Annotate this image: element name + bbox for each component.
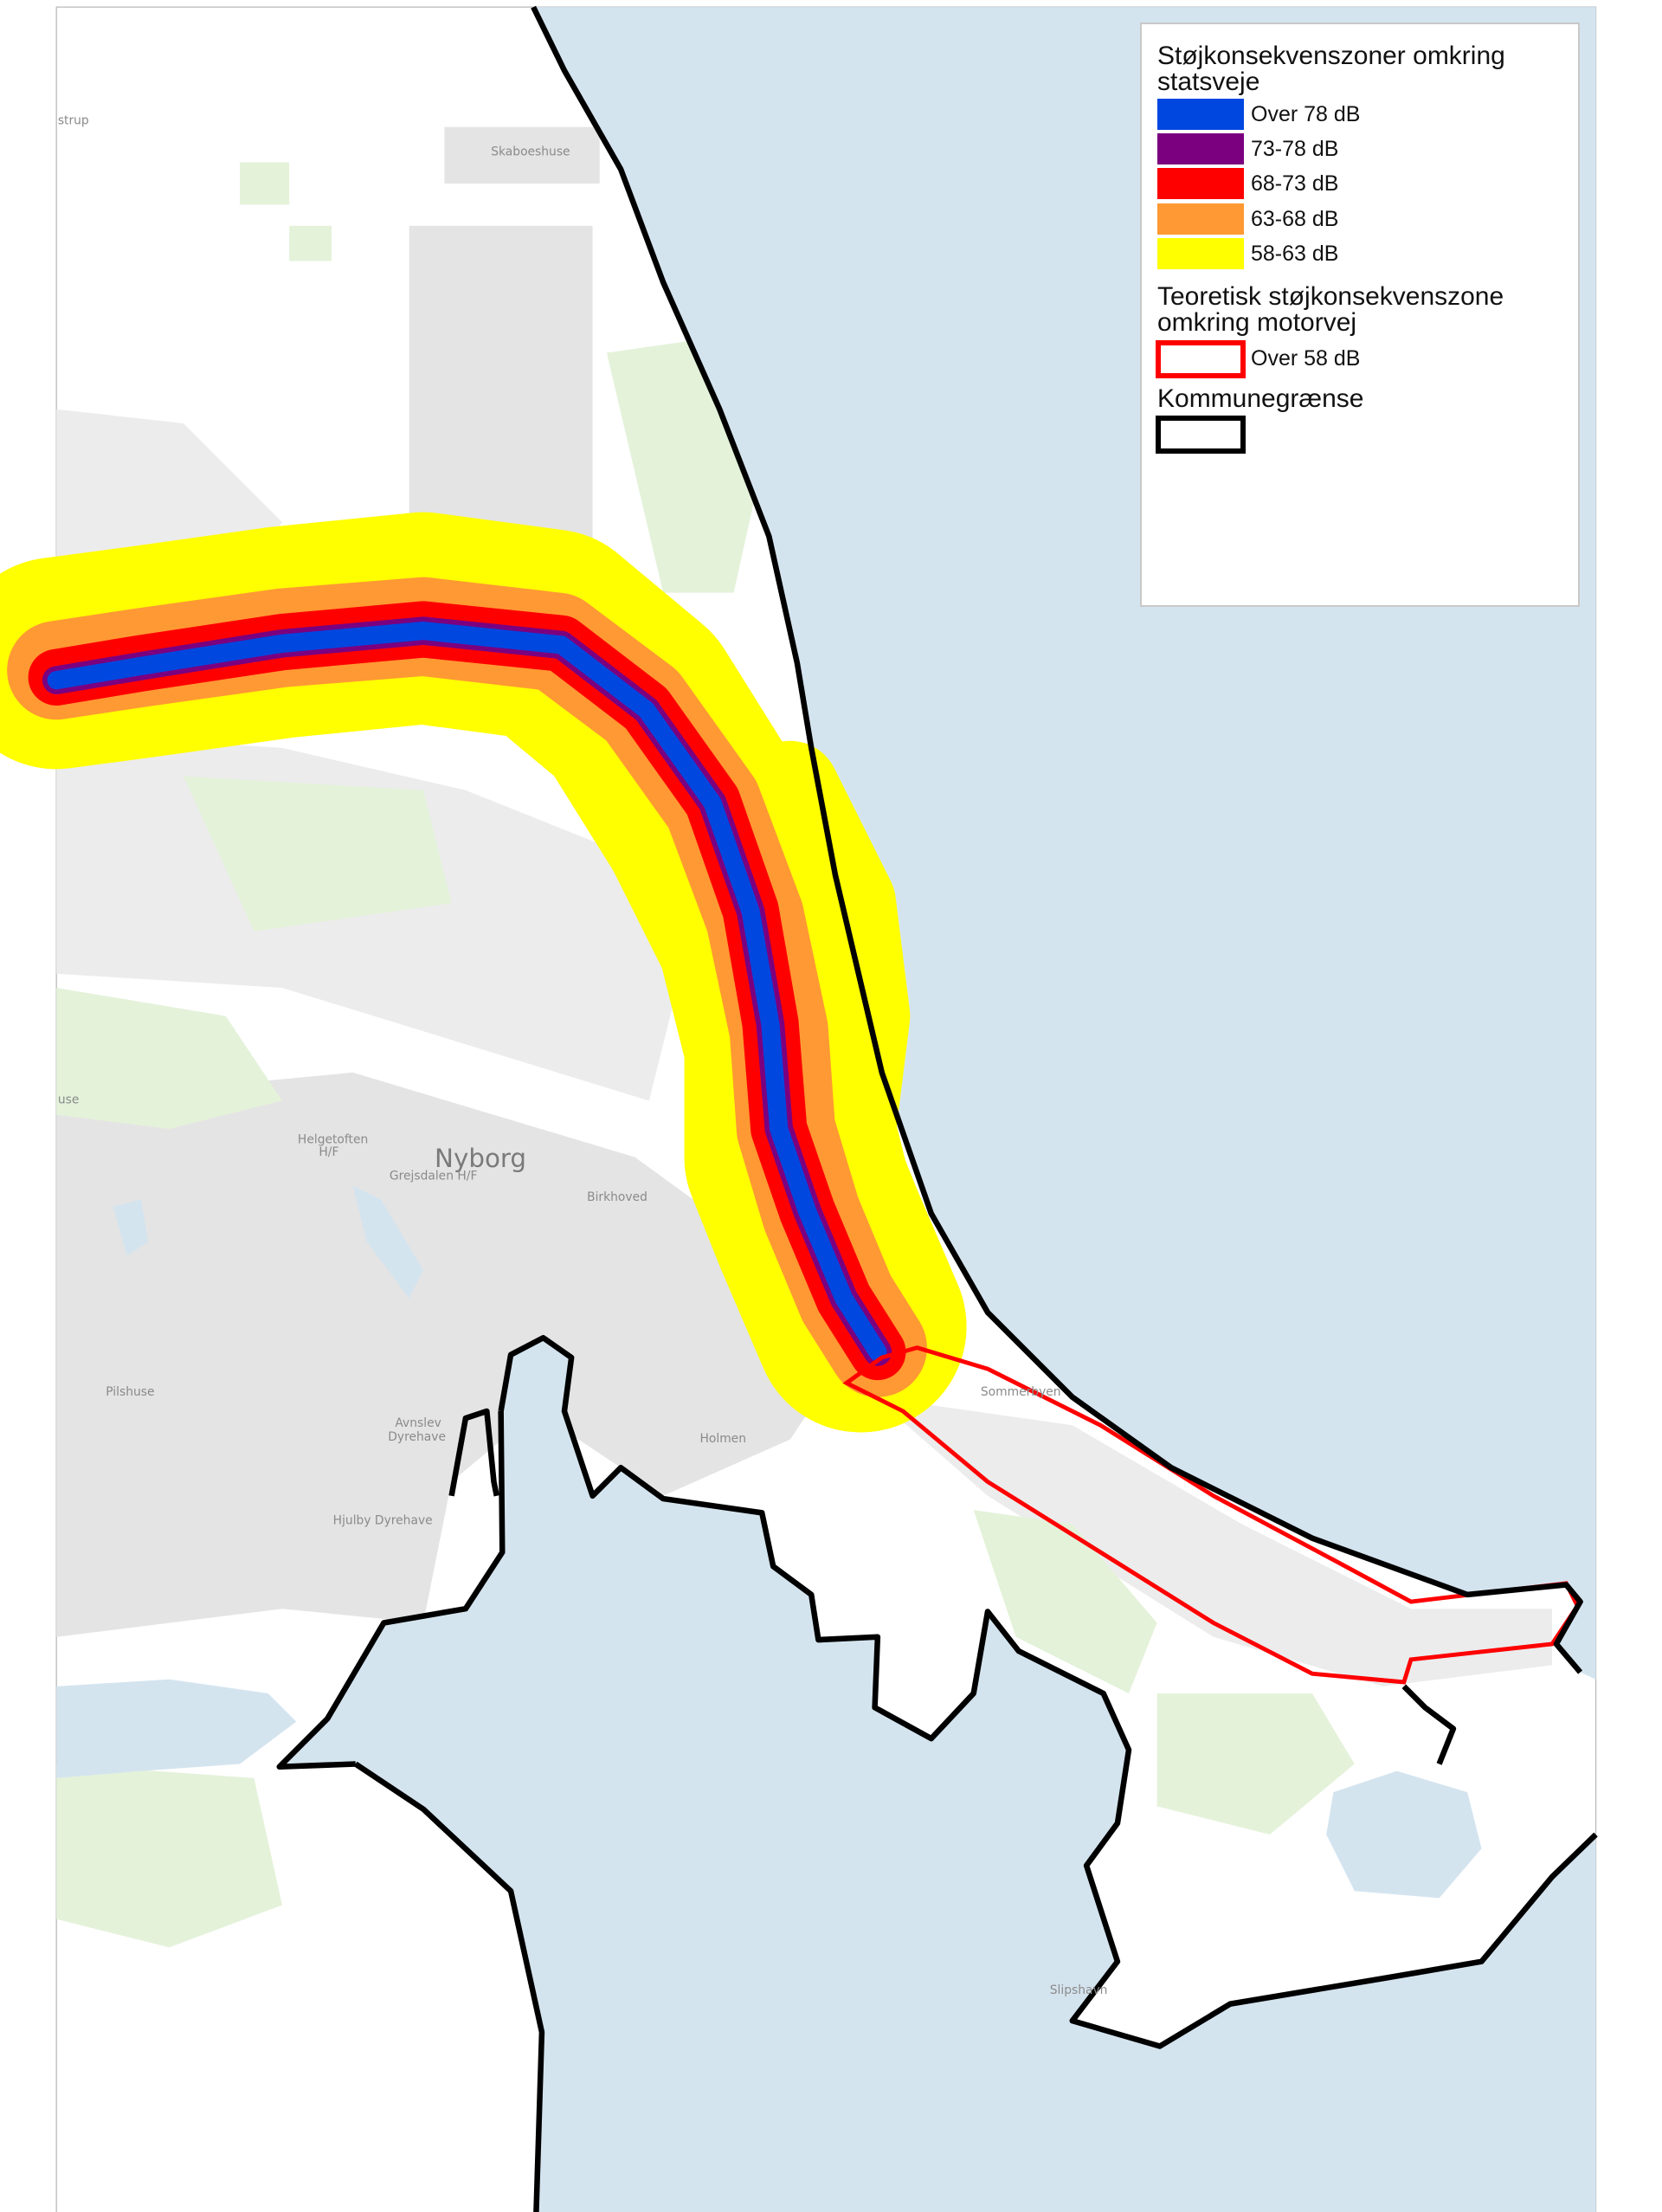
place-label: Helgetoften <box>298 1132 368 1146</box>
legend-swatch-73-78 <box>1157 133 1244 164</box>
noise-zone-58-63-east <box>740 740 924 1292</box>
place-label: strup <box>58 113 89 127</box>
place-label: Skaboeshuse <box>491 145 570 158</box>
place-label-nyborg: Nyborg <box>435 1144 526 1173</box>
lakes <box>56 1185 1482 1899</box>
legend-swatch-58-63 <box>1157 238 1244 269</box>
legend-title-boundary: Kommunegrænse <box>1157 384 1364 413</box>
place-label: Hjulby Dyrehave <box>333 1513 433 1527</box>
sea-bay <box>279 1338 1596 2212</box>
place-label: Pilshuse <box>106 1385 154 1399</box>
place-label: use <box>58 1093 80 1107</box>
municipal-boundary <box>276 5 1598 2212</box>
map-legend: Støjkonsekvenszoner omkring statsveje Ov… <box>1140 23 1580 607</box>
noise-zones <box>0 512 967 1433</box>
place-label: H/F <box>319 1145 338 1159</box>
place-label: Dyrehave <box>388 1430 446 1444</box>
noise-zone-over-78 <box>47 622 887 1362</box>
legend-swatch-68-73 <box>1157 168 1244 199</box>
legend-swatch-over-78 <box>1157 99 1244 130</box>
urban-areas <box>56 126 1552 1686</box>
legend-label: 68-73 dB <box>1251 171 1339 196</box>
legend-label: 63-68 dB <box>1251 207 1339 231</box>
legend-swatch-63-68 <box>1157 203 1244 235</box>
legend-label: Over 58 dB <box>1251 346 1361 371</box>
legend-title-statsveje: Støjkonsekvenszoner omkring <box>1157 42 1505 70</box>
place-label: Avnslev <box>395 1416 441 1430</box>
legend-title-motorvej: Teoretisk støjkonsekvenszone <box>1157 282 1504 311</box>
legend-label: Over 78 dB <box>1251 102 1361 126</box>
place-label: Grejsdalen H/F <box>390 1170 478 1183</box>
legend-label: 58-63 dB <box>1251 242 1339 266</box>
legend-swatch-motorway-zone <box>1156 340 1246 378</box>
place-label: Slipshavn <box>1050 1983 1108 1997</box>
legend-title-motorvej-line2: omkring motorvej <box>1157 308 1357 337</box>
legend-swatch-boundary <box>1156 416 1246 454</box>
place-label: Birkhoved <box>587 1190 647 1204</box>
legend-label: 73-78 dB <box>1251 137 1339 161</box>
legend-title-statsveje-line2: statsveje <box>1157 68 1260 96</box>
place-label: Sommerbyen <box>981 1385 1061 1399</box>
place-label: Holmen <box>699 1432 746 1446</box>
